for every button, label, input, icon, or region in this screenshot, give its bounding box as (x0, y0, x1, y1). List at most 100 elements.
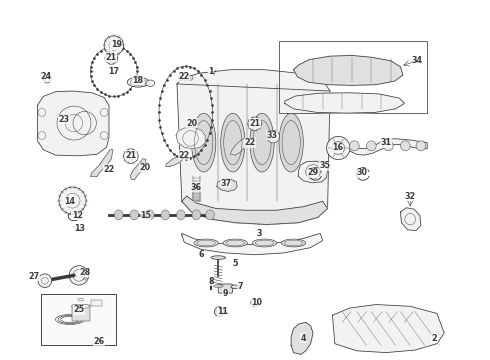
Text: 36: 36 (191, 183, 202, 192)
Polygon shape (294, 55, 403, 85)
Ellipse shape (349, 141, 359, 151)
Polygon shape (182, 233, 323, 255)
FancyBboxPatch shape (218, 284, 232, 293)
Text: 27: 27 (28, 271, 39, 280)
Text: 29: 29 (307, 168, 318, 177)
Text: 24: 24 (40, 72, 51, 81)
Text: 37: 37 (220, 179, 231, 188)
Text: 16: 16 (332, 144, 343, 153)
Bar (72, 305, 90, 321)
Text: 22: 22 (179, 72, 190, 81)
Text: 28: 28 (79, 268, 90, 277)
Text: 8: 8 (208, 277, 214, 286)
Ellipse shape (146, 210, 154, 220)
Ellipse shape (72, 304, 90, 309)
Polygon shape (332, 305, 444, 352)
Text: 4: 4 (300, 334, 306, 343)
Text: 17: 17 (108, 67, 120, 76)
Ellipse shape (400, 141, 410, 151)
Text: 21: 21 (106, 53, 117, 62)
Text: 21: 21 (249, 118, 260, 127)
Polygon shape (166, 154, 184, 166)
Ellipse shape (206, 210, 215, 220)
Circle shape (267, 130, 279, 143)
Text: 15: 15 (140, 211, 151, 220)
Polygon shape (38, 91, 109, 156)
Ellipse shape (192, 113, 216, 172)
Text: 25: 25 (74, 305, 84, 314)
Text: 18: 18 (133, 76, 144, 85)
Circle shape (251, 299, 259, 307)
Ellipse shape (231, 285, 240, 288)
Ellipse shape (127, 77, 149, 87)
Polygon shape (182, 196, 328, 225)
Circle shape (69, 266, 89, 285)
Polygon shape (176, 127, 205, 149)
Circle shape (105, 51, 118, 64)
Circle shape (327, 136, 350, 159)
Text: 9: 9 (223, 289, 228, 298)
Ellipse shape (214, 285, 223, 288)
Ellipse shape (161, 210, 170, 220)
Polygon shape (285, 93, 404, 113)
Text: 1: 1 (208, 67, 214, 76)
Ellipse shape (114, 210, 123, 220)
Text: 22: 22 (103, 165, 115, 174)
Polygon shape (177, 70, 330, 225)
Ellipse shape (367, 141, 376, 151)
Circle shape (123, 149, 138, 163)
Polygon shape (193, 184, 200, 201)
Polygon shape (349, 139, 427, 155)
Ellipse shape (223, 239, 247, 247)
Ellipse shape (281, 239, 306, 247)
Text: 14: 14 (65, 197, 75, 206)
Polygon shape (291, 322, 313, 354)
Circle shape (248, 117, 262, 131)
Text: 2: 2 (432, 334, 437, 343)
Ellipse shape (83, 271, 88, 273)
Ellipse shape (146, 80, 155, 86)
Ellipse shape (250, 113, 274, 172)
Text: 20: 20 (186, 118, 197, 127)
Circle shape (59, 187, 86, 214)
Text: 3: 3 (257, 229, 262, 238)
Text: 34: 34 (412, 56, 423, 65)
Ellipse shape (130, 210, 139, 220)
Ellipse shape (44, 74, 51, 83)
Polygon shape (217, 179, 237, 192)
Ellipse shape (220, 113, 245, 172)
Text: 13: 13 (74, 224, 85, 233)
Polygon shape (130, 159, 146, 179)
Ellipse shape (416, 141, 426, 151)
Text: 21: 21 (125, 150, 136, 159)
Ellipse shape (211, 256, 225, 259)
Text: 23: 23 (59, 115, 70, 124)
Polygon shape (298, 161, 328, 183)
Bar (91, 300, 102, 306)
Bar (279, 41, 427, 113)
Text: 19: 19 (111, 40, 122, 49)
Circle shape (332, 141, 344, 154)
Ellipse shape (83, 278, 88, 280)
Ellipse shape (252, 239, 276, 247)
Text: 31: 31 (380, 138, 392, 147)
Polygon shape (91, 150, 113, 176)
Text: 6: 6 (198, 250, 204, 259)
Ellipse shape (194, 239, 218, 247)
Text: 5: 5 (233, 259, 238, 268)
Text: 30: 30 (356, 168, 367, 177)
Circle shape (104, 36, 123, 55)
Text: 22: 22 (179, 150, 190, 159)
Text: 26: 26 (94, 337, 105, 346)
Ellipse shape (279, 113, 303, 172)
Bar (41, 294, 116, 346)
Text: 7: 7 (237, 282, 243, 291)
Text: 20: 20 (140, 163, 151, 172)
Polygon shape (400, 208, 421, 230)
Text: 35: 35 (319, 161, 331, 170)
Ellipse shape (192, 210, 201, 220)
Text: 12: 12 (72, 211, 83, 220)
Circle shape (38, 274, 51, 288)
Polygon shape (230, 138, 247, 155)
Circle shape (215, 307, 224, 316)
